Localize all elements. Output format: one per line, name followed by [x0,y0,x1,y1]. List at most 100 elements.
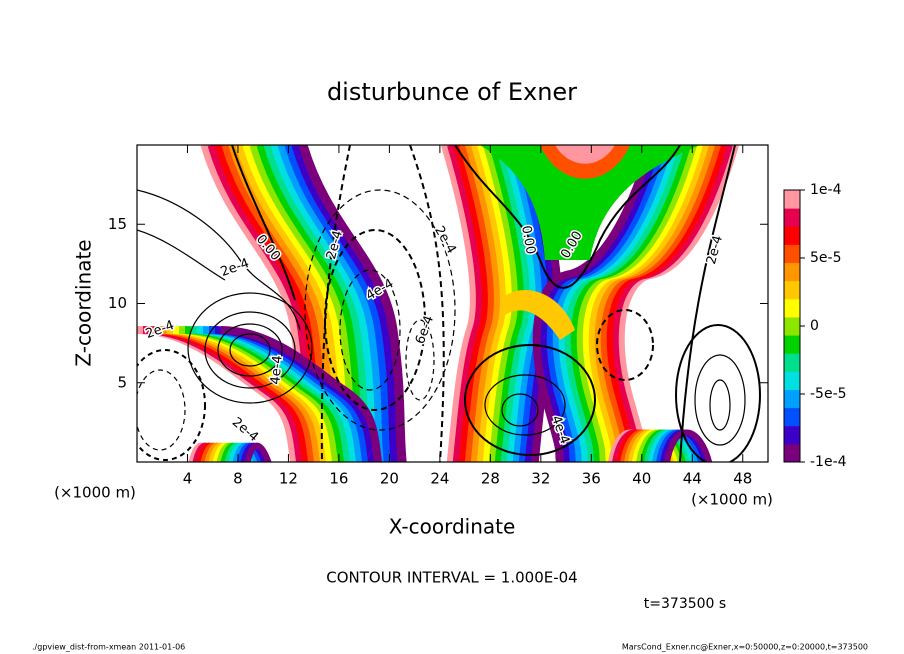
time-label: t=373500 s [644,596,726,612]
colorbar-step [784,335,800,354]
contour-label: 2e-4 [431,224,459,257]
contour-line [679,145,736,462]
chart-title: disturbunce of Exner [327,78,577,106]
shaded-band [220,326,383,462]
contour-line [454,145,681,289]
colorbar-step [784,190,800,209]
colorbar-tick-label: -5e-5 [810,386,847,402]
contour-line [204,311,296,389]
colorbar-step [784,316,800,336]
x-axis-label: X-coordinate [389,515,516,539]
shaded-band [555,145,615,164]
contour-label: 4e-4 [268,355,285,385]
shaded-band [574,145,697,462]
colorbar-step [784,425,800,445]
shaded-band [568,145,691,462]
colorbar-step [784,443,800,463]
x-tick-label: 16 [329,470,348,488]
x-tick-label: 44 [683,470,702,488]
shaded-band [664,429,713,462]
shaded-band [495,145,532,462]
contour-line [501,393,539,427]
x-tick-label: 28 [481,470,500,488]
contour-line [304,189,456,431]
contour-line [137,349,206,461]
shaded-band [580,145,703,462]
contour-line [409,145,445,462]
shaded-band [298,145,407,462]
shaded-band [291,145,400,462]
colorbar-step [784,280,800,300]
colorbar-step [784,371,800,390]
contour-line [320,145,351,462]
x-tick-label: 48 [733,470,752,488]
colorbar-tick-label: 5e-5 [810,250,841,266]
footer-right: MarsCond_Exner.nc@Exner,x=0:50000,z=0:20… [622,643,868,652]
y-tick-label: 15 [108,215,127,233]
colorbar-step [784,226,800,245]
contour-line [675,324,761,462]
shaded-band [501,145,538,462]
shaded-band [447,145,484,462]
colorbar-step [784,407,800,427]
contour-label: 0.00 [518,224,538,255]
shaded-band [471,145,508,462]
footer-left: ./gpview_dist-from-xmean 2011-01-06 [32,643,185,652]
contour-line [137,189,301,331]
x-tick-label: 12 [279,470,298,488]
contour-line [339,269,401,391]
shaded-band [459,145,496,462]
shaded-band [441,145,478,462]
shaded-band [480,145,700,260]
contour-line [694,354,746,446]
x-unit-right: (×1000 m) [691,491,773,509]
colorbar-frame [783,189,801,463]
shaded-band [465,145,502,462]
colorbar-tick-label: 0 [810,318,819,334]
x-tick-label: 36 [582,470,601,488]
shaded-band [500,290,575,340]
colorbar-step [784,262,800,282]
shaded-band [483,145,520,462]
x-tick-label: 8 [233,470,243,488]
contour-line [231,145,296,301]
contour-line [324,229,426,411]
contour-field: 2e-40.00 2e-44e-46e-42e-4 0.00 0.00 2e-44e-4… [137,145,761,462]
x-tick-label: 20 [380,470,399,488]
contour-label: 6e-4 [413,314,437,347]
contour-line [187,292,313,404]
colorbar-step [784,208,800,227]
shaded-band [284,145,393,462]
shaded-band [477,145,514,462]
colorbar-step [784,298,800,318]
y-tick-label: 10 [108,294,127,312]
contour-line [709,379,731,431]
x-unit-left: (×1000 m) [54,484,136,502]
contour-label: 2e-4 [229,415,261,445]
contour-label: 2e-4 [219,256,252,280]
x-tick-label: 4 [183,470,193,488]
y-axis-label: Z-coordinate [72,239,96,366]
contour-line [137,229,226,281]
contour-line [484,374,566,436]
axes: 4 8 12 16 20 24 28 32 36 40 44 48510151e-45e-50-5e-… [108,145,847,488]
colorbar-step [784,353,800,372]
contour-interval: CONTOUR INTERVAL = 1.000E-04 [326,569,577,587]
colorbar-step [784,389,800,409]
colorbar-tick-label: -1e-4 [810,454,847,470]
contour-line [596,309,654,381]
contour-line [137,369,186,451]
shaded-band [562,145,685,462]
colorbar-step [784,244,800,264]
x-tick-label: 40 [632,470,651,488]
shaded-band [453,145,490,462]
contour-line [405,319,435,401]
shaded-band [550,145,673,462]
shaded-bands [137,145,739,462]
y-tick-label: 5 [117,373,127,391]
shaded-band [556,145,679,462]
x-tick-label: 32 [531,470,550,488]
